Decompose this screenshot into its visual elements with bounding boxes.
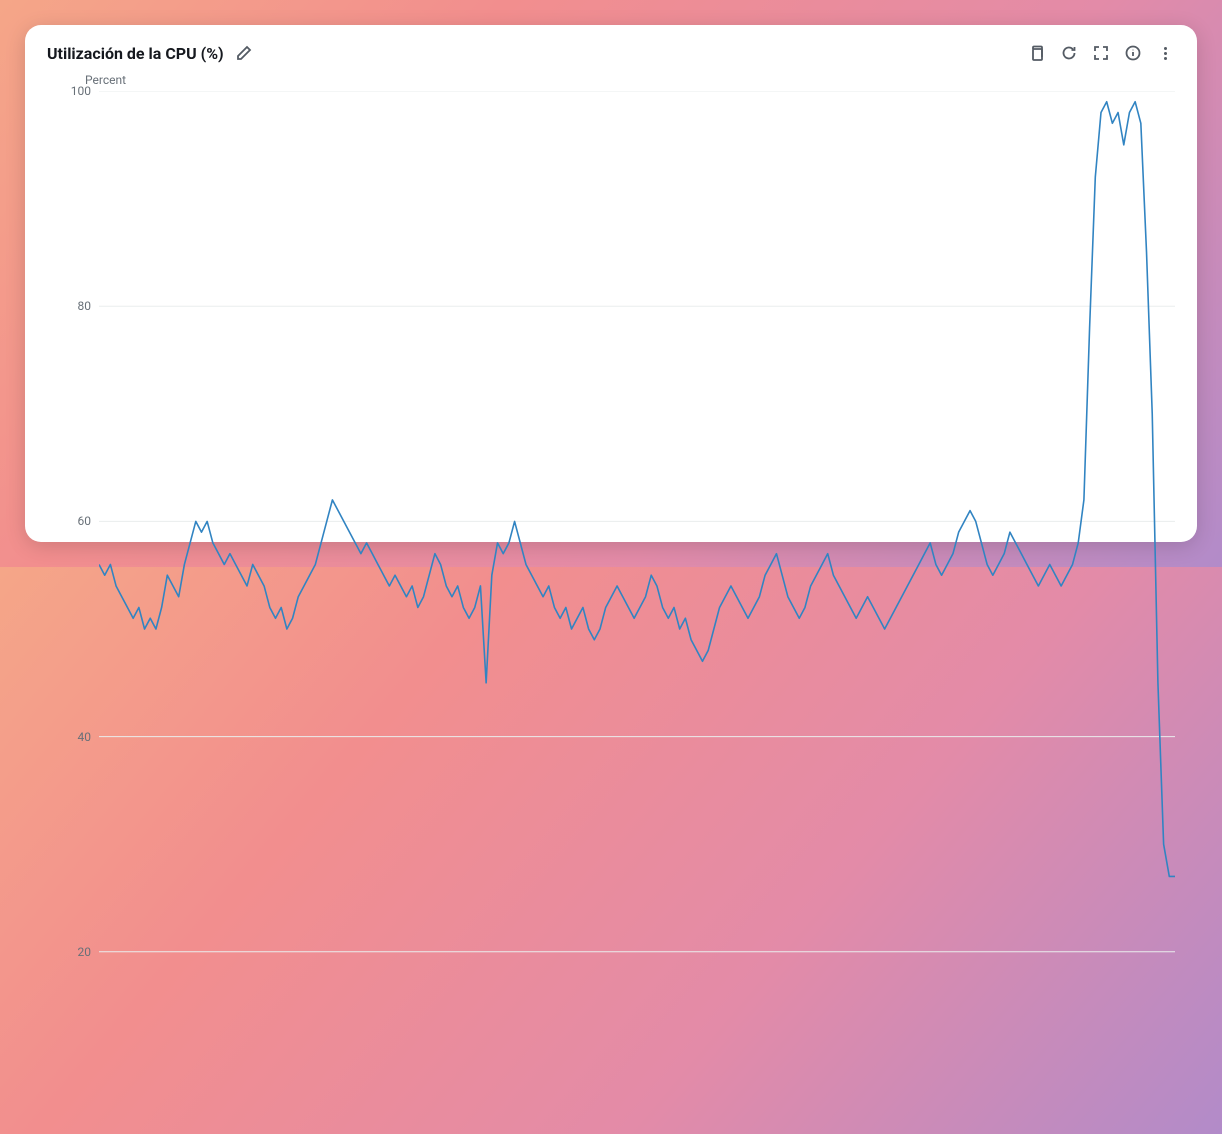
card-header: Utilización de la CPU (%) <box>47 43 1175 63</box>
y-tick: 60 <box>78 514 92 528</box>
chart-card: Utilización de la CPU (%) Percent <box>25 25 1197 542</box>
y-tick: 100 <box>71 84 91 98</box>
title-wrap: Utilización de la CPU (%) <box>47 43 254 63</box>
y-tick: 20 <box>78 945 92 959</box>
expand-icon[interactable] <box>1091 43 1111 63</box>
chart-title: Utilización de la CPU (%) <box>47 44 224 63</box>
y-axis-label: Percent <box>85 73 1175 87</box>
info-icon[interactable] <box>1123 43 1143 63</box>
y-axis: 020406080100 <box>47 91 99 1134</box>
refresh-icon[interactable] <box>1059 43 1079 63</box>
chart-actions <box>1027 43 1175 63</box>
plot[interactable] <box>99 91 1175 1134</box>
y-tick: 40 <box>78 730 92 744</box>
copy-icon[interactable] <box>1027 43 1047 63</box>
plot-area: 020406080100 <box>47 91 1175 1134</box>
edit-icon[interactable] <box>234 43 254 63</box>
kebab-menu-icon[interactable] <box>1155 43 1175 63</box>
y-tick: 80 <box>78 299 92 313</box>
